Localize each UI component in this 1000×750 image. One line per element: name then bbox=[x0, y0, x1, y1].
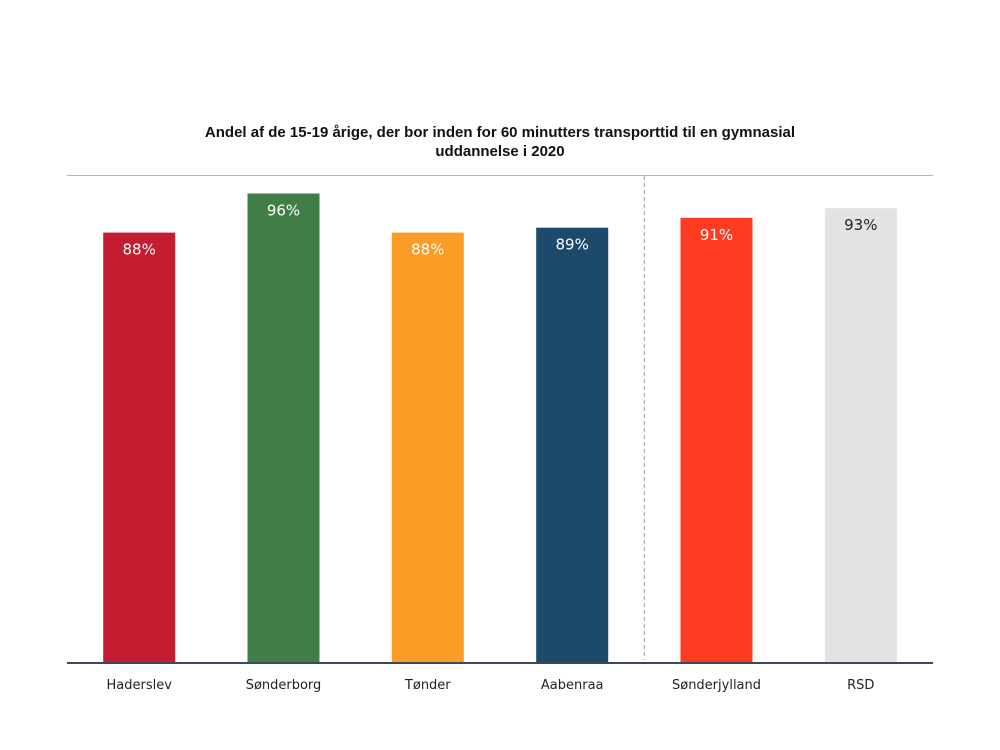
chart-title-line-2: uddannelse i 2020 bbox=[435, 143, 565, 160]
bar-sønderjylland bbox=[680, 217, 753, 662]
category-label-haderslev: Haderslev bbox=[106, 678, 172, 693]
bar-haderslev bbox=[103, 232, 176, 662]
bars-layer: 88% 96% 88% 89% 91% 93% bbox=[103, 176, 897, 662]
data-label-haderslev: 88% bbox=[123, 241, 156, 259]
category-label-sønderjylland: Sønderjylland bbox=[672, 678, 761, 693]
category-label-tønder: Tønder bbox=[404, 678, 451, 693]
data-label-tønder: 88% bbox=[411, 241, 444, 259]
data-label-rsd: 93% bbox=[844, 216, 877, 234]
bar-sønderborg bbox=[247, 193, 320, 662]
category-label-rsd: RSD bbox=[847, 678, 874, 693]
bar-tønder bbox=[391, 232, 464, 662]
category-label-aabenraa: Aabenraa bbox=[541, 678, 604, 693]
data-label-sønderjylland: 91% bbox=[700, 226, 733, 244]
chart-title: Andel af de 15-19 årige, der bor inden f… bbox=[0, 123, 1000, 161]
data-label-sønderborg: 96% bbox=[267, 202, 300, 220]
category-label-sønderborg: Sønderborg bbox=[246, 678, 322, 693]
bar-aabenraa bbox=[536, 227, 609, 662]
bar-rsd bbox=[824, 208, 897, 662]
data-label-aabenraa: 89% bbox=[556, 236, 589, 254]
chart-title-line-1: Andel af de 15-19 årige, der bor inden f… bbox=[204, 124, 796, 141]
